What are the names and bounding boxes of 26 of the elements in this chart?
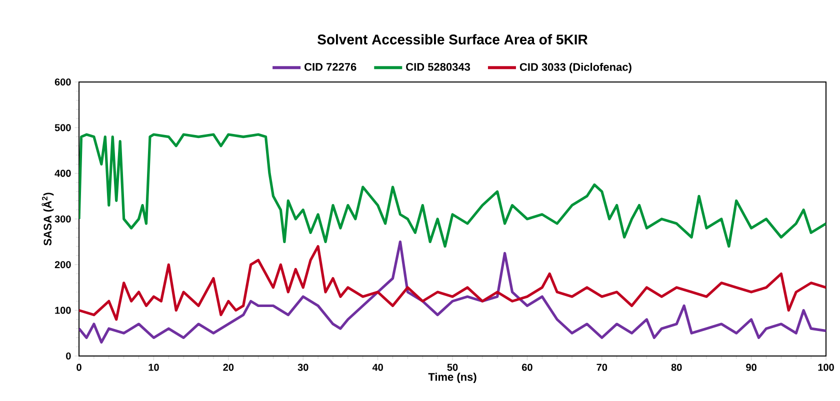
x-tick-label: 50 xyxy=(447,364,458,371)
y-tick-label: 400 xyxy=(54,170,71,177)
x-tick-label: 30 xyxy=(298,364,308,371)
x-tick-label: 100 xyxy=(818,364,834,371)
legend-label: CID 72276 xyxy=(304,63,356,71)
legend-label: CID 5280343 xyxy=(406,63,470,71)
y-tick-label: 600 xyxy=(54,78,71,86)
x-tick-label: 20 xyxy=(223,364,234,371)
x-tick-label: 0 xyxy=(76,364,82,371)
y-axis-title: SASA (Å$^{2}$) xyxy=(42,192,54,246)
y-tick-label: 200 xyxy=(54,261,71,268)
x-tick-label: 70 xyxy=(596,364,608,371)
x-tick-label: 10 xyxy=(148,364,159,371)
line-series xyxy=(79,245,826,321)
legend-label: CID 3033 (Diclofenac) xyxy=(520,62,632,74)
x-tick-label: 90 xyxy=(746,364,756,371)
y-tick-label: 300 xyxy=(54,215,71,223)
x-tick-label: 60 xyxy=(522,364,532,371)
x-axis-title: Time (ns) xyxy=(428,372,476,383)
line-series xyxy=(79,133,826,248)
y-tick-label: 100 xyxy=(55,306,71,314)
chart-title: Solvent Accessible Surface Area of 5KIR xyxy=(318,34,588,44)
y-tick-label: 0 xyxy=(66,352,71,360)
x-tick-label: 40 xyxy=(372,364,383,371)
y-tick-label: 500 xyxy=(54,124,71,132)
x-tick-label: 80 xyxy=(671,364,682,371)
